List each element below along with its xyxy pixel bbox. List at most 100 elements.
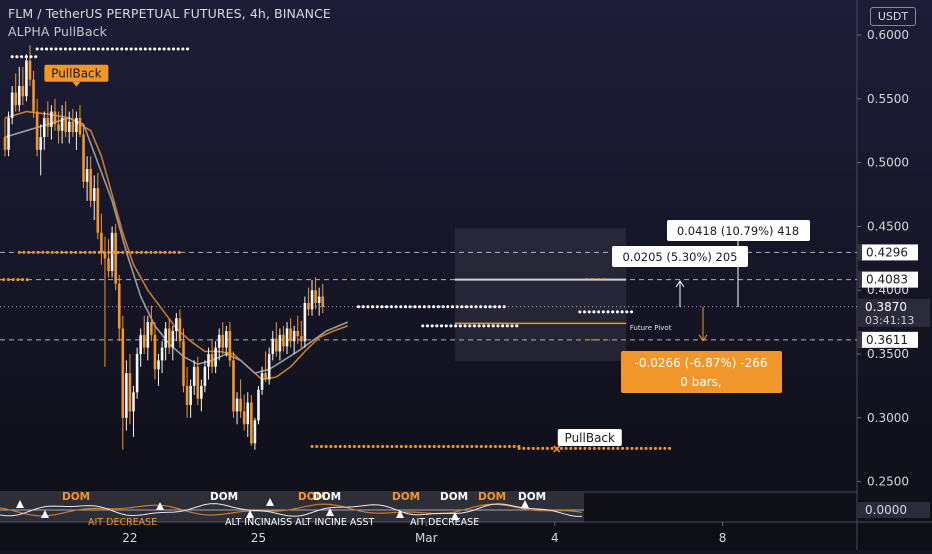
candle-body — [46, 117, 50, 127]
arrow-head — [698, 334, 708, 342]
oscillator-marker — [326, 508, 334, 516]
currency-badge[interactable]: USDT — [870, 7, 916, 26]
future-pivot-tag: Future Pivot — [630, 324, 672, 332]
candle-body — [307, 302, 310, 310]
candle-body — [157, 360, 160, 370]
oscillator-marker — [266, 498, 274, 506]
candle-body — [25, 60, 28, 97]
candle-body — [132, 392, 135, 412]
oscillator-tag: DOM — [62, 491, 90, 503]
candle-body — [321, 296, 325, 307]
candle-body — [250, 402, 253, 444]
candle-body — [57, 124, 60, 131]
candle-body — [150, 322, 153, 335]
pullback-label-text: PullBack — [51, 67, 101, 81]
measure-label-text: 0.0205 (5.30%) 205 — [622, 250, 737, 264]
candle-body — [78, 117, 82, 135]
candle-body — [71, 121, 75, 132]
candle-body — [192, 366, 196, 386]
y-tick-label: 0.5500 — [867, 92, 909, 106]
candle-body — [82, 134, 85, 182]
candle-body — [60, 117, 64, 131]
candle-body — [135, 354, 139, 393]
candle-body — [221, 334, 225, 348]
candle-body — [89, 168, 92, 201]
x-tick-label: 8 — [719, 531, 727, 545]
measure-short-box — [621, 351, 782, 393]
candle-body — [228, 331, 232, 361]
candle-body — [239, 398, 242, 412]
candle-body — [232, 360, 235, 412]
candle-body — [292, 331, 296, 342]
candle-body — [125, 373, 128, 418]
candle-body — [189, 385, 192, 406]
candle-body — [317, 296, 321, 303]
candle-body — [275, 338, 278, 352]
candle-body — [242, 411, 246, 425]
oscillator-tag: DOM — [298, 491, 326, 503]
pullback-label-top: PullBack — [44, 64, 109, 87]
price-mark-stub — [858, 271, 862, 288]
pullback-x-marker — [553, 445, 561, 453]
candle-body — [103, 251, 107, 259]
oscillator-band — [0, 493, 584, 522]
current-price-tag — [858, 298, 930, 327]
oscillator-marker — [451, 512, 459, 520]
oscillator-tag: DOM — [440, 491, 468, 503]
candles — [3, 45, 325, 450]
price-mark-label: 0.3611 — [866, 333, 908, 347]
candle-body — [117, 283, 121, 329]
candle-body — [214, 347, 217, 367]
candle-body — [296, 331, 300, 337]
candle-body — [114, 232, 117, 284]
indicator-name[interactable]: ALPHA PullBack — [8, 24, 107, 39]
candle-body — [50, 111, 53, 127]
candle-body — [39, 137, 42, 150]
oscillator-tag: DOM — [210, 491, 238, 503]
candle-body — [28, 60, 32, 80]
arrow-head — [675, 280, 685, 288]
symbol-title[interactable]: FLM / TetherUS PERPETUAL FUTURES, 4h, BI… — [8, 6, 331, 21]
candle-body — [225, 331, 228, 348]
measure-label-box — [612, 246, 748, 267]
candle-body — [171, 331, 175, 348]
candle-body — [160, 347, 164, 361]
price-mark-tag — [858, 244, 918, 261]
oscillator-zero-label: 0.0000 — [865, 503, 907, 517]
price-mark-label: 0.4296 — [866, 245, 908, 259]
candle-body — [260, 373, 264, 390]
candle-body — [253, 420, 257, 444]
candle-body — [100, 232, 103, 252]
candle-body — [164, 328, 167, 348]
candle-body — [203, 366, 207, 386]
price-mark-tag — [858, 331, 918, 348]
y-tick-label: 0.3500 — [867, 347, 909, 361]
measure-label-box — [667, 220, 810, 241]
measure-short-label: -0.0266 (-6.87%) -266 0 bars, — [621, 351, 782, 393]
candle-body — [53, 111, 57, 125]
candle-body — [217, 334, 221, 348]
candle-body — [35, 111, 39, 150]
dotted-levels — [0, 47, 675, 450]
candle-body — [32, 79, 35, 112]
candle-body — [75, 117, 78, 132]
oscillator-tag: DOM — [392, 491, 420, 503]
candle-body — [42, 117, 46, 138]
oscillator-marker — [521, 500, 529, 508]
candle-body — [175, 318, 178, 332]
x-tick-label: Mar — [415, 531, 438, 545]
candle-body — [264, 373, 267, 380]
candle-body — [178, 318, 182, 342]
candle-body — [310, 290, 314, 310]
pullback-label-text: PullBack — [565, 431, 615, 445]
x-tick-label: 4 — [551, 531, 559, 545]
candle-body — [185, 385, 189, 406]
measure-short-text: -0.0266 (-6.87%) -266 — [635, 356, 768, 370]
price-mark-stub — [858, 244, 862, 261]
current-price-label: 0.3870 — [865, 300, 907, 314]
y-tick-label: 0.4500 — [867, 219, 909, 233]
bar-countdown: 03:41:13 — [865, 314, 914, 327]
oscillator-text: AIT DECREASE — [410, 517, 479, 528]
